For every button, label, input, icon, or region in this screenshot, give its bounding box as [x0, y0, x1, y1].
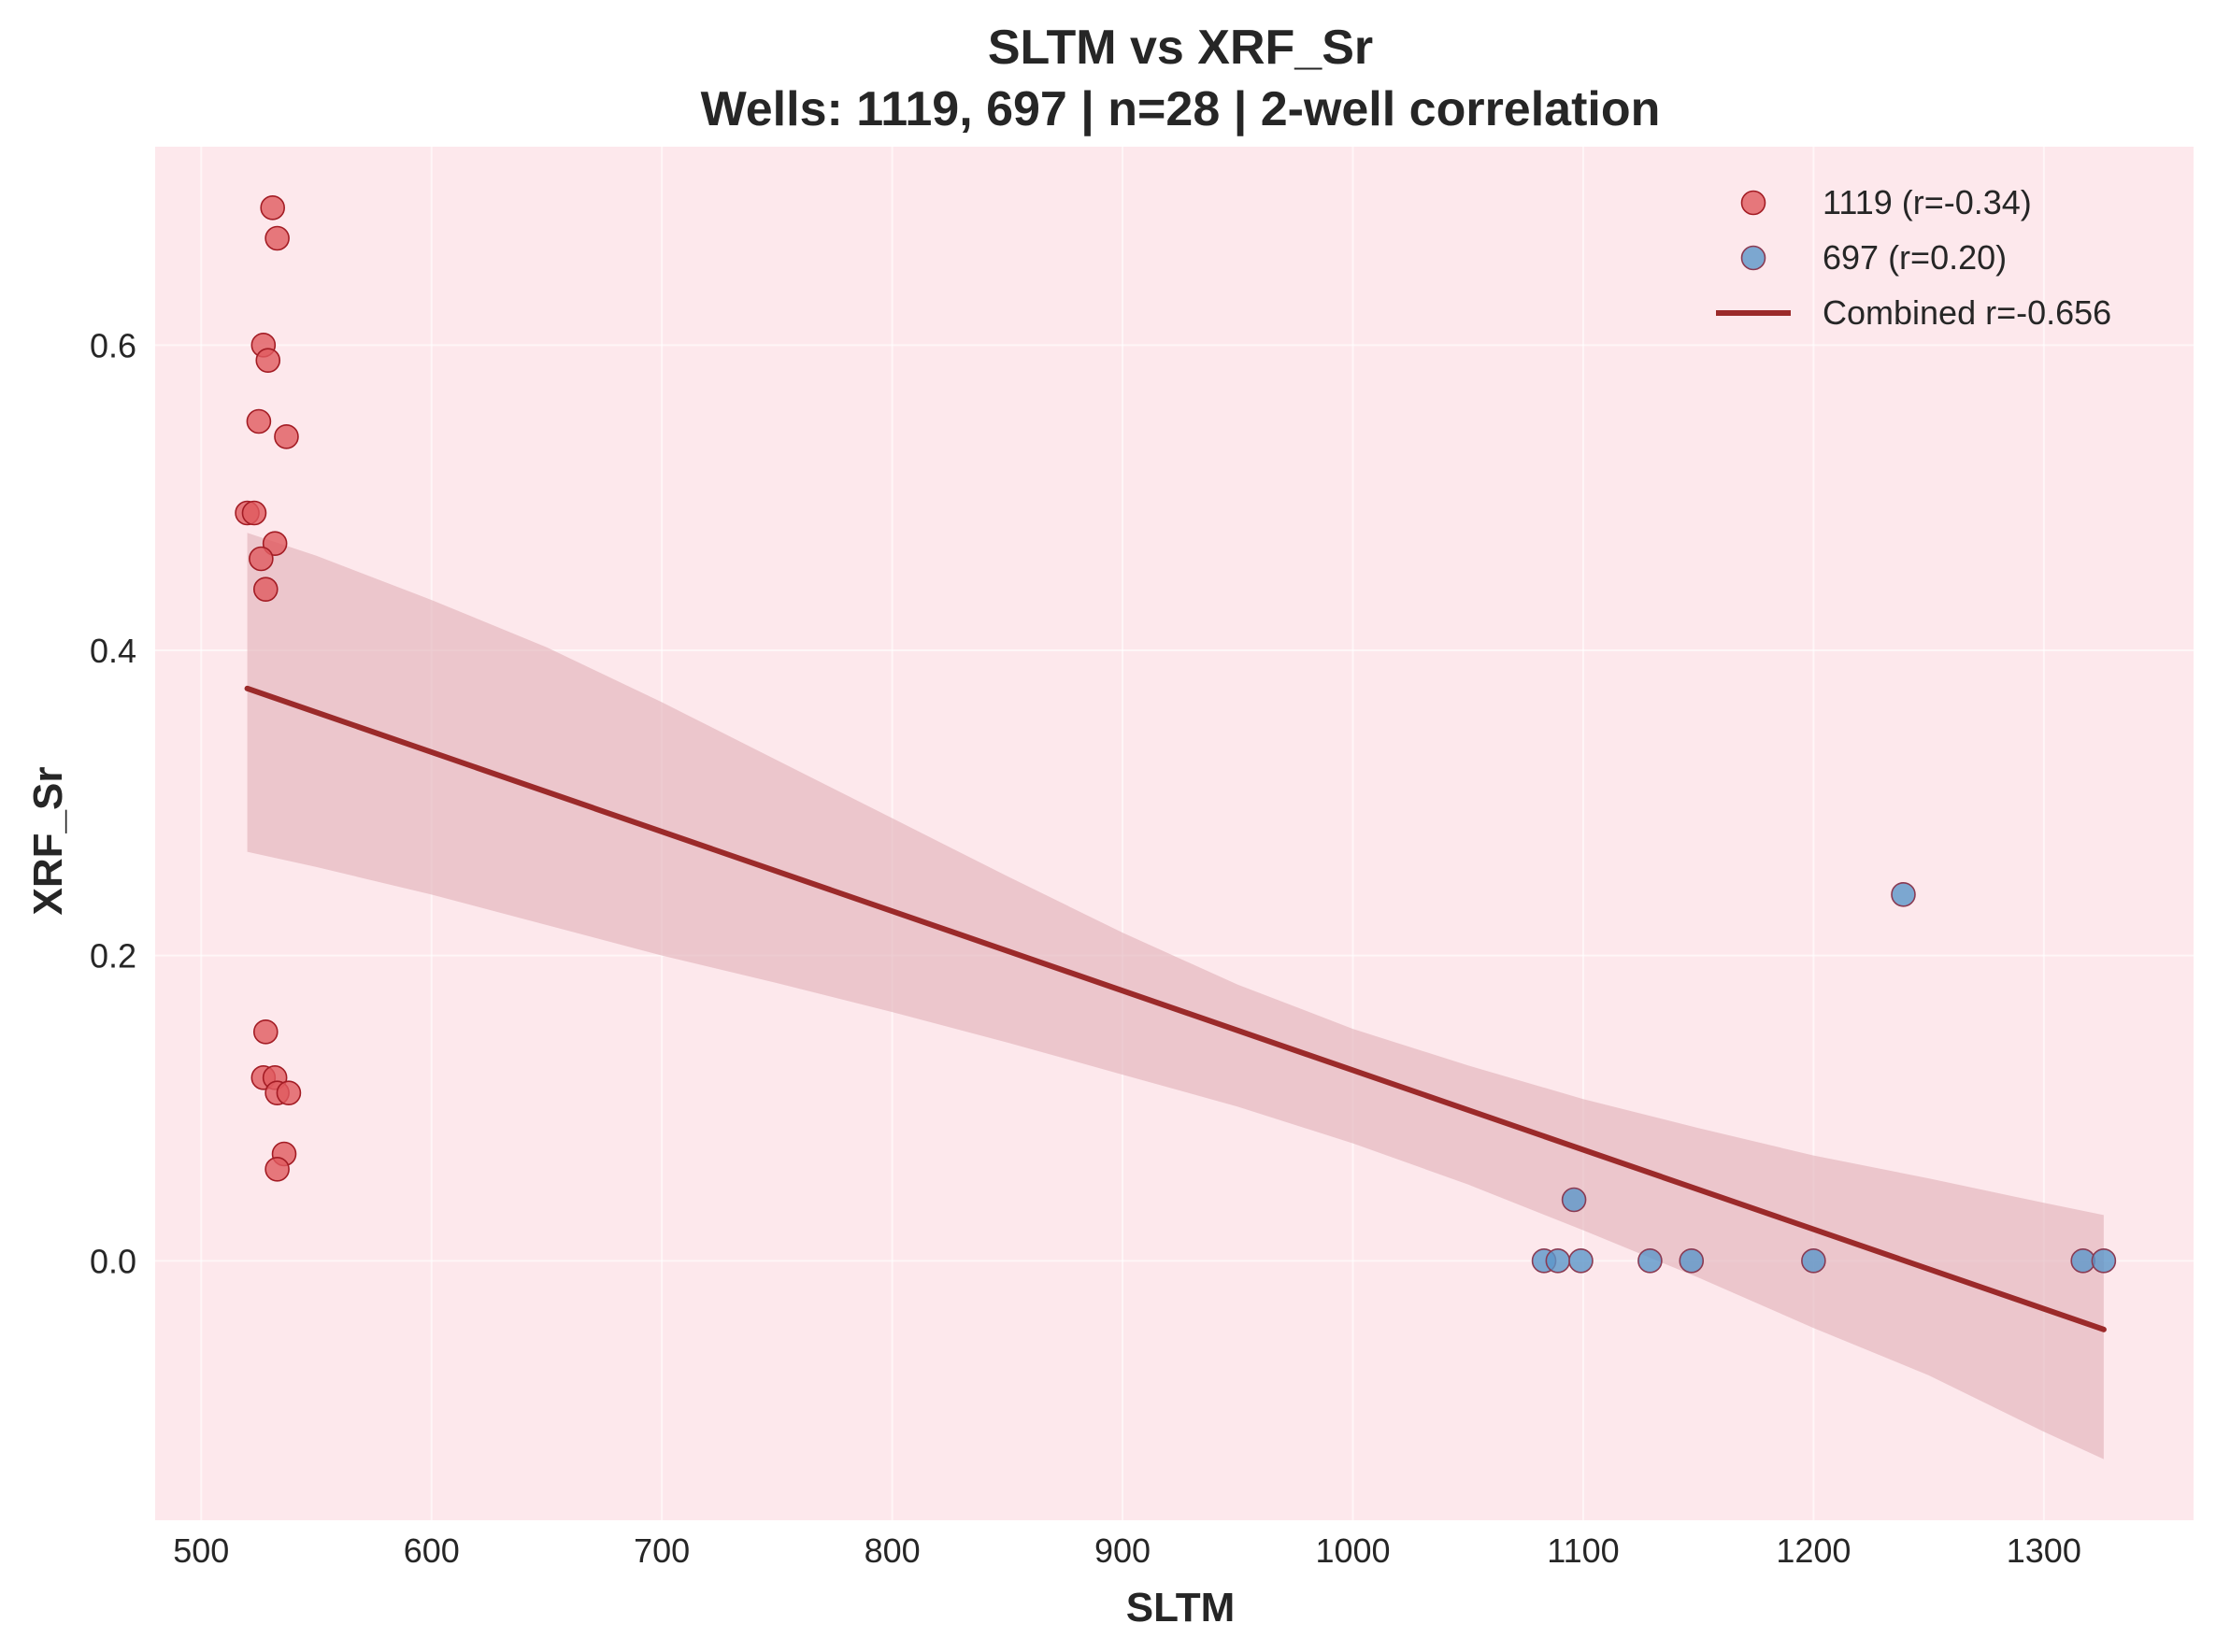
y-tick-label: 0.6 — [90, 326, 136, 364]
legend: 1119 (r=-0.34) 697 (r=0.20) Combined r=-… — [1716, 183, 2111, 332]
y-tick-label: 0.4 — [90, 632, 136, 670]
data-point — [1568, 1248, 1594, 1274]
tick-labels: 500 600 700 800 900 1000 1100 1200 1300 0.0 0.2 0.4… — [90, 326, 2081, 1570]
x-axis-label: SLTM — [1126, 1585, 1236, 1631]
x-tick-label: 700 — [634, 1531, 690, 1570]
x-tick-label: 900 — [1094, 1531, 1151, 1570]
confidence-band — [247, 533, 2104, 1460]
y-tick-label: 0.0 — [90, 1242, 136, 1280]
data-point — [264, 225, 290, 251]
chart-title: SLTM vs XRF_Sr — [988, 21, 1373, 75]
legend-label-combined: Combined r=-0.656 — [1823, 293, 2111, 332]
data-point — [1561, 1187, 1587, 1213]
data-point — [1891, 882, 1916, 907]
data-point — [276, 1080, 302, 1105]
legend-label-697: 697 (r=0.20) — [1823, 238, 2007, 277]
data-points-layer — [235, 195, 2117, 1274]
data-point — [249, 546, 274, 572]
x-tick-label: 500 — [173, 1531, 229, 1570]
data-point — [274, 424, 299, 449]
data-point — [255, 348, 281, 373]
y-tick-label: 0.2 — [90, 937, 136, 976]
data-point — [1637, 1248, 1663, 1274]
data-point — [241, 500, 267, 526]
data-point — [2091, 1248, 2117, 1274]
x-tick-label: 800 — [865, 1531, 921, 1570]
regression-line-layer — [244, 685, 2107, 1332]
chart-subtitle: Wells: 1119, 697 | n=28 | 2-well correla… — [701, 82, 1661, 136]
data-point — [246, 408, 272, 434]
data-point — [264, 1157, 290, 1182]
y-axis-label: XRF_Sr — [25, 767, 71, 916]
x-tick-label: 1300 — [2007, 1531, 2081, 1570]
data-point — [1801, 1248, 1826, 1274]
legend-marker-697 — [1740, 245, 1766, 271]
regression-line — [244, 685, 2107, 1332]
x-tick-label: 1200 — [1776, 1531, 1851, 1570]
data-point — [252, 1019, 279, 1045]
data-point — [2070, 1248, 2096, 1274]
legend-label-1119: 1119 (r=-0.34) — [1823, 183, 2032, 221]
x-tick-label: 1000 — [1315, 1531, 1390, 1570]
legend-marker-1119 — [1740, 190, 1766, 216]
x-tick-label: 1100 — [1547, 1531, 1619, 1570]
x-tick-label: 600 — [404, 1531, 460, 1570]
data-point — [260, 195, 285, 221]
data-point — [252, 577, 279, 602]
data-point — [1545, 1248, 1571, 1274]
confidence-band-layer — [247, 533, 2104, 1460]
data-point — [1679, 1248, 1705, 1274]
